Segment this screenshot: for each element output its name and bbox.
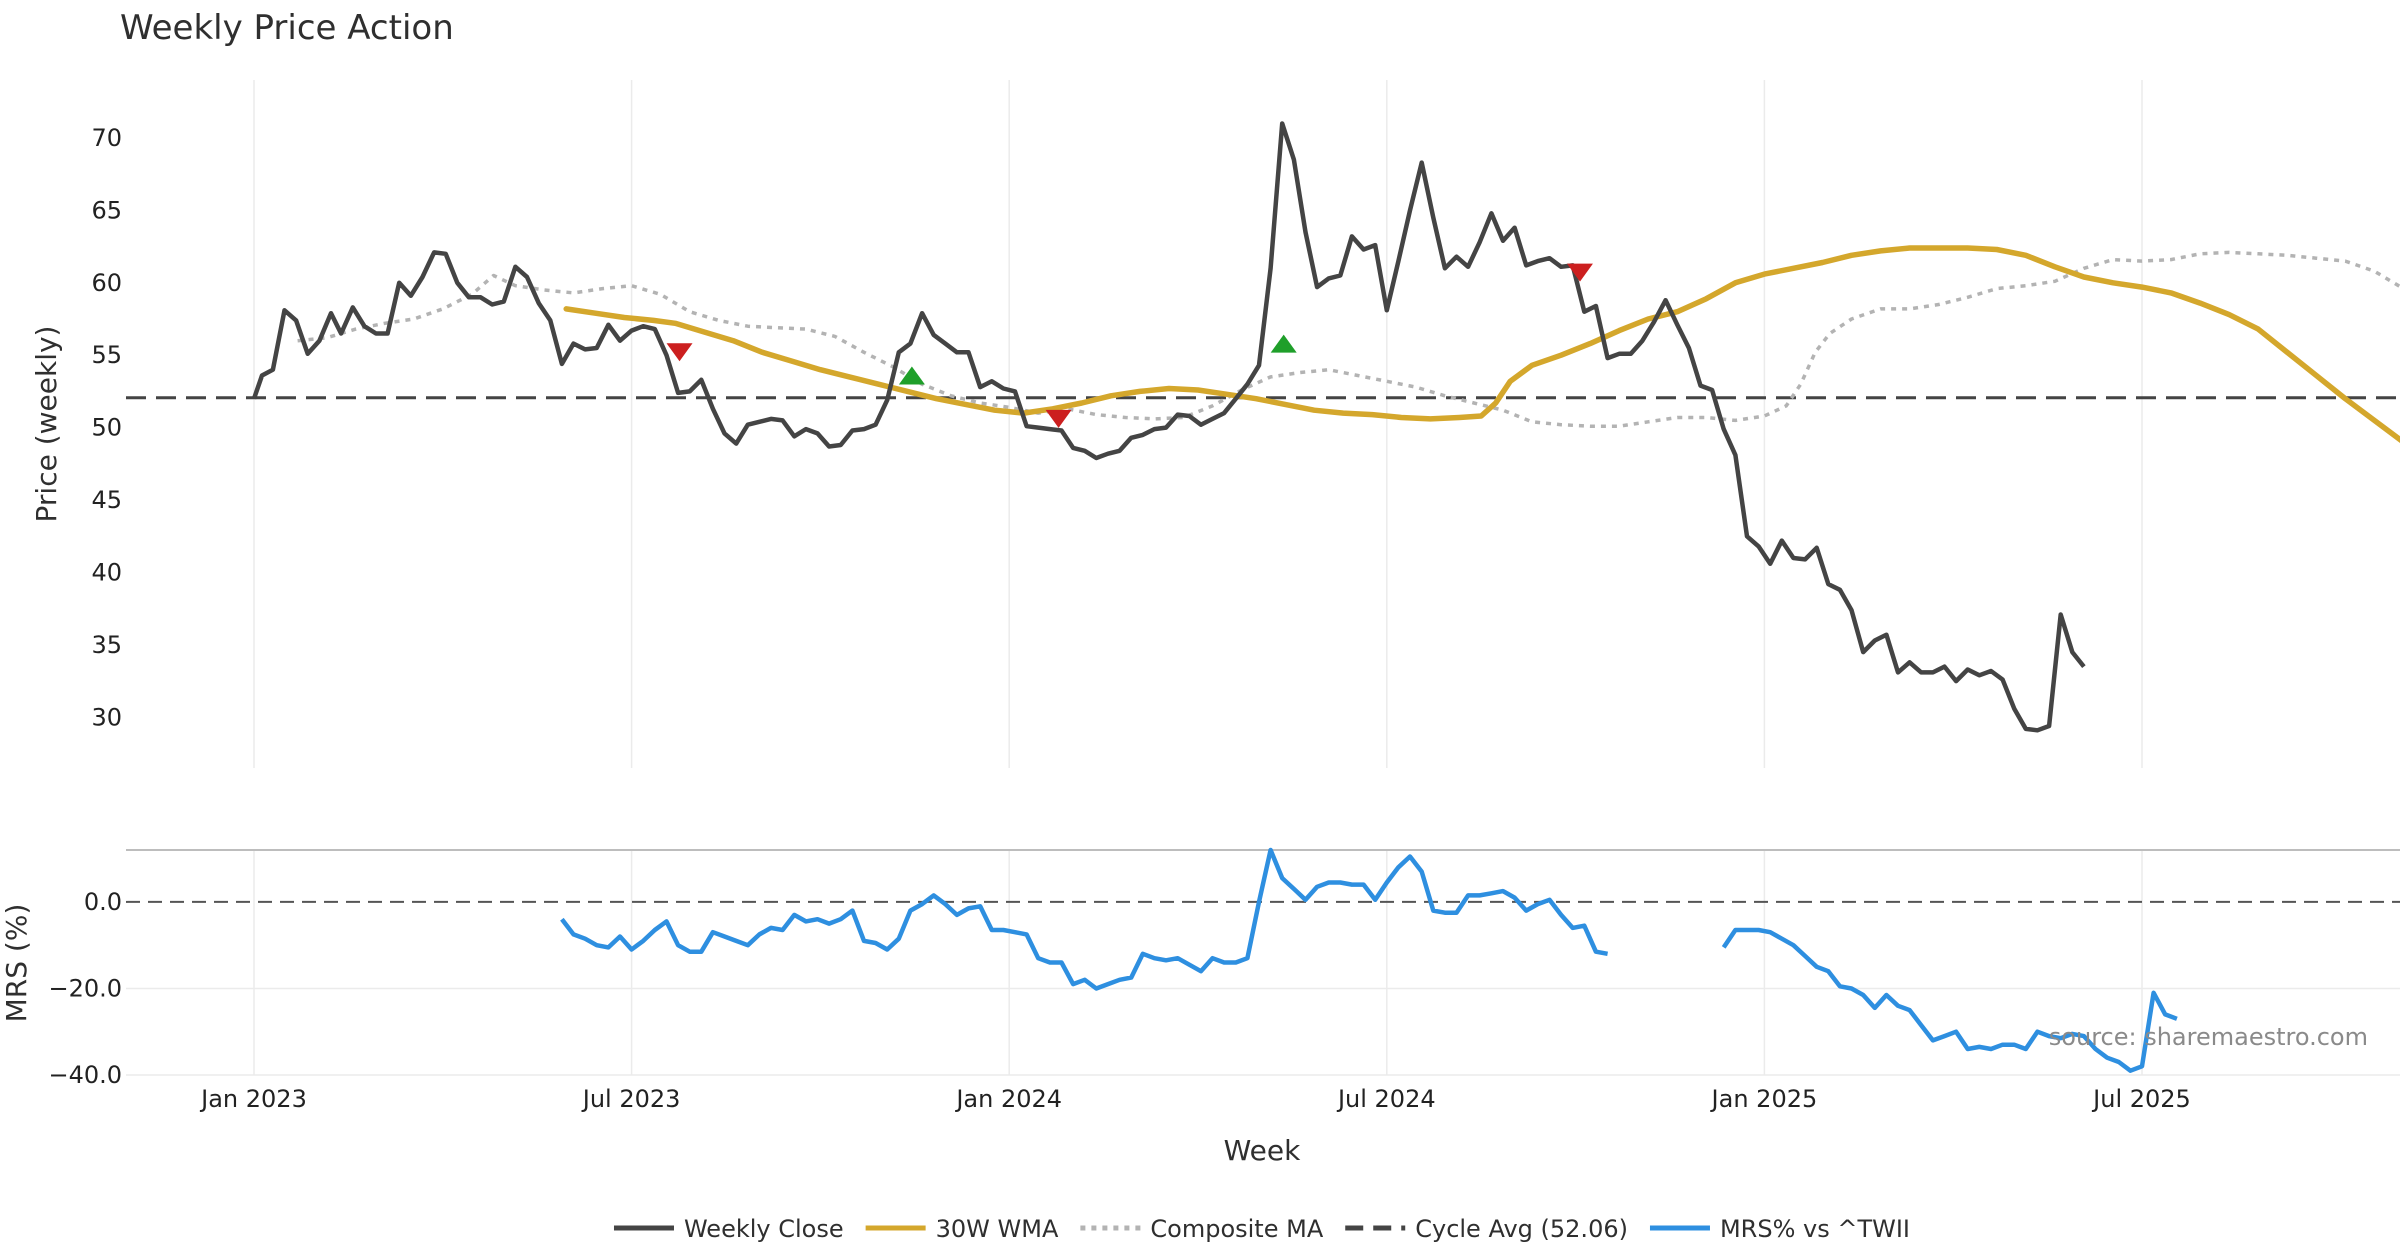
weekly-close-line — [251, 121, 2086, 733]
x-tick-label: Jan 2024 — [954, 1085, 1062, 1113]
legend: Weekly Close 30W WMA Composite MA Cycle Avg… — [613, 1215, 1910, 1243]
x-tick-label: Jul 2024 — [1336, 1085, 1436, 1113]
mrs-line — [1721, 927, 2178, 1073]
grid — [126, 80, 2400, 1076]
mrs-y-tick-label: −20.0 — [48, 974, 122, 1002]
wma-30w-line — [563, 245, 2400, 443]
price-y-tick-label: 55 — [91, 341, 122, 369]
price-y-tick-label: 45 — [91, 486, 122, 514]
sell-signal-marker — [1566, 263, 1593, 282]
legend-item-composite-ma: Composite MA — [1080, 1215, 1324, 1243]
axis-tick-labels: Jan 2023 Jul 2023 Jan 2024 Jul 2024 Jan 2025… — [48, 124, 2190, 1113]
source-watermark: source: sharemaestro.com — [2049, 1023, 2368, 1051]
legend-label: Cycle Avg (52.06) — [1415, 1215, 1628, 1243]
price-y-axis-label: Price (weekly) — [30, 326, 63, 523]
x-tick-label: Jul 2025 — [2091, 1085, 2191, 1113]
price-y-tick-label: 30 — [91, 703, 122, 731]
legend-item-cycle-avg-52-06: Cycle Avg (52.06) — [1345, 1215, 1628, 1243]
price-y-tick-label: 70 — [91, 124, 122, 152]
plot-series — [126, 121, 2400, 1073]
legend-label: Composite MA — [1150, 1215, 1323, 1243]
price-y-tick-label: 35 — [91, 631, 122, 659]
legend-label: 30W WMA — [936, 1215, 1059, 1243]
chart-title: Weekly Price Action — [120, 8, 454, 48]
x-tick-label: Jul 2023 — [581, 1085, 681, 1113]
price-y-tick-label: 60 — [91, 269, 122, 297]
price-y-tick-label: 40 — [91, 558, 122, 586]
legend-label: MRS% vs ^TWII — [1720, 1215, 1910, 1243]
legend-label: Weekly Close — [684, 1215, 844, 1243]
buy-signal-marker — [1270, 334, 1297, 353]
mrs-y-tick-label: 0.0 — [84, 888, 122, 916]
legend-item-weekly-close: Weekly Close — [613, 1215, 844, 1243]
x-axis-label: Week — [1224, 1134, 1301, 1167]
legend-item-mrs-vs-twii: MRS% vs ^TWII — [1649, 1215, 1910, 1243]
mrs-line — [560, 847, 1608, 991]
price-y-tick-label: 65 — [91, 196, 122, 224]
sell-signal-marker — [666, 343, 693, 362]
buy-signal-marker — [898, 366, 925, 385]
x-tick-label: Jan 2025 — [1710, 1085, 1818, 1113]
mrs-y-tick-label: −40.0 — [48, 1061, 122, 1089]
x-tick-label: Jan 2023 — [199, 1085, 307, 1113]
legend-item-30w-wma: 30W WMA — [865, 1215, 1059, 1243]
sell-signal-marker — [1045, 409, 1072, 428]
price-y-tick-label: 50 — [91, 414, 122, 442]
mrs-y-axis-label: MRS (%) — [0, 904, 33, 1023]
